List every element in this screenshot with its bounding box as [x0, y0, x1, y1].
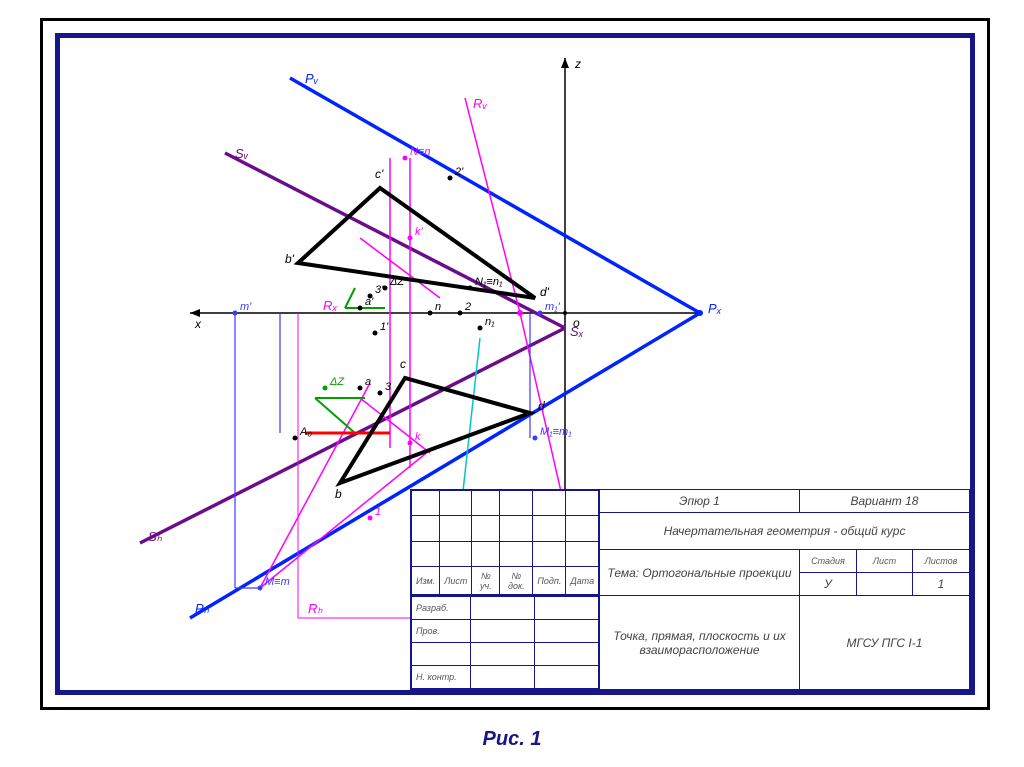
sheets-hdr: Листов: [912, 550, 969, 573]
page: xzyoPᵥPₕPₓSᵥSₕSₓRᵥRₕRₓb'c'd'bcd3m'M≡mN≡n…: [0, 0, 1024, 767]
svg-text:1: 1: [375, 506, 381, 518]
svg-text:Rᵥ: Rᵥ: [473, 96, 487, 111]
svg-text:2: 2: [464, 301, 471, 313]
svg-text:c: c: [400, 357, 406, 371]
row-nkontr: Н. контр.: [412, 666, 471, 689]
svg-text:Pₓ: Pₓ: [708, 301, 722, 316]
svg-text:3': 3': [375, 284, 384, 296]
svg-text:Rₓ: Rₓ: [323, 298, 337, 313]
svg-text:Pₕ: Pₕ: [195, 601, 210, 616]
svg-text:M≡m: M≡m: [265, 576, 290, 588]
sheet-hdr: Лист: [857, 550, 913, 573]
svg-text:m₁': m₁': [545, 301, 561, 313]
svg-text:N₁≡n₁: N₁≡n₁: [475, 276, 503, 288]
stage-hdr: Стадия: [799, 550, 856, 573]
col-izm: Изм.: [412, 567, 440, 595]
svg-text:d': d': [540, 285, 550, 299]
inner-frame: xzyoPᵥPₕPₓSᵥSₕSₓRᵥRₕRₓb'c'd'bcd3m'M≡mN≡n…: [55, 33, 975, 695]
org: МГСУ ПГС I-1: [799, 596, 969, 690]
svg-text:Rₕ: Rₕ: [308, 601, 323, 616]
sheet-val: [857, 573, 913, 596]
svg-text:b': b': [285, 252, 295, 266]
svg-text:3: 3: [385, 381, 392, 393]
course-title: Начертательная геометрия - общий курс: [600, 513, 970, 550]
col-data: Дата: [566, 567, 599, 595]
svg-text:ΔZ: ΔZ: [389, 276, 405, 288]
stage-val: У: [799, 573, 856, 596]
theme: Тема: Ортогональные проекции: [600, 550, 800, 596]
epure-no: Эпюр 1: [600, 490, 800, 513]
svg-text:Sₕ: Sₕ: [148, 529, 163, 544]
svg-text:d: d: [538, 399, 545, 413]
svg-text:N≡n: N≡n: [410, 146, 431, 158]
svg-text:M₁≡m₁: M₁≡m₁: [540, 426, 572, 438]
col-podp: Подп.: [533, 567, 566, 595]
variant-no: Вариант 18: [799, 490, 969, 513]
svg-text:m': m': [240, 301, 252, 313]
svg-text:n: n: [435, 301, 441, 313]
svg-text:ΔZ: ΔZ: [329, 376, 345, 388]
svg-text:n₁: n₁: [485, 316, 495, 328]
row-blank: [412, 643, 471, 666]
svg-text:k': k': [415, 226, 424, 238]
svg-text:a: a: [365, 376, 371, 388]
svg-text:2': 2': [454, 166, 464, 178]
svg-text:Pᵥ: Pᵥ: [305, 71, 319, 86]
svg-text:1': 1': [380, 321, 389, 333]
svg-text:x: x: [194, 317, 202, 331]
row-prov: Пров.: [412, 620, 471, 643]
subtheme: Точка, прямая, плоскость и их взаиморасп…: [600, 596, 800, 690]
sheets-val: 1: [912, 573, 969, 596]
title-block: Изм. Лист № уч. № док. Подп. Дата Эпюр 1: [410, 489, 970, 690]
svg-text:Sᵥ: Sᵥ: [235, 146, 249, 161]
svg-text:z: z: [574, 57, 581, 71]
svg-text:k: k: [415, 431, 421, 443]
svg-text:A₀: A₀: [299, 426, 312, 438]
figure-caption: Рис. 1: [0, 728, 1024, 751]
svg-text:c': c': [375, 167, 384, 181]
svg-text:Sₓ: Sₓ: [570, 324, 584, 339]
col-list: Лист: [440, 567, 472, 595]
outer-frame: xzyoPᵥPₕPₓSᵥSₕSₓRᵥRₕRₓb'c'd'bcd3m'M≡mN≡n…: [40, 18, 990, 710]
col-nuch: № уч.: [472, 567, 500, 595]
row-razrab: Разраб.: [412, 597, 471, 620]
svg-text:b: b: [335, 487, 342, 501]
col-ndok: № док.: [500, 567, 533, 595]
